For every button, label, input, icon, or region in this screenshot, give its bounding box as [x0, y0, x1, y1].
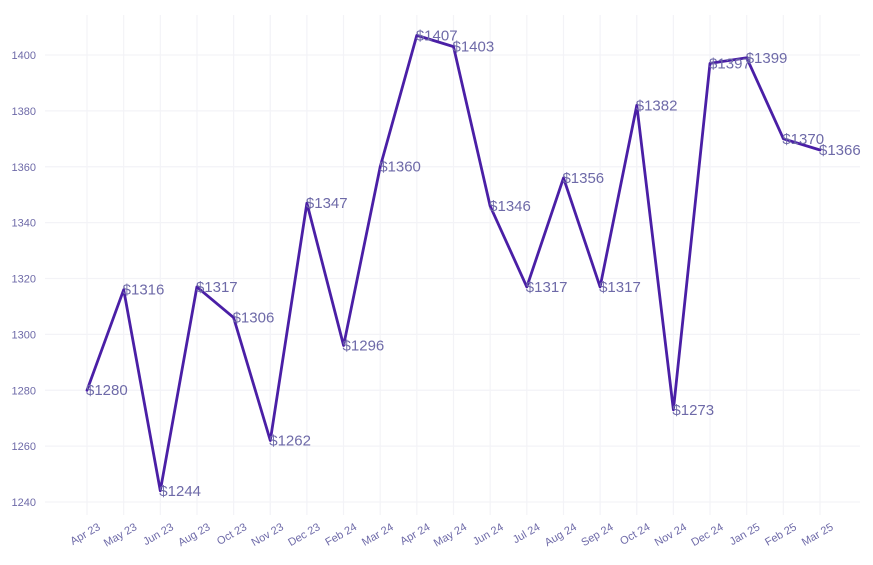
data-label: $1370	[782, 131, 824, 148]
data-label: $1316	[123, 282, 165, 299]
x-tick-label: Aug 23	[176, 521, 212, 549]
x-tick-label: Nov 23	[250, 521, 286, 549]
x-tick-label: Jun 24	[471, 521, 506, 548]
data-label: $1356	[562, 170, 604, 187]
gridlines	[45, 15, 860, 515]
y-tick-label: 1360	[12, 162, 36, 174]
x-tick-label: Jun 23	[141, 521, 176, 548]
data-label: $1317	[599, 279, 641, 296]
data-label: $1403	[453, 39, 495, 56]
x-tick-label: Sep 24	[579, 521, 615, 549]
x-tick-label: Nov 24	[653, 521, 689, 549]
y-tick-label: 1240	[12, 497, 36, 509]
x-tick-label: Feb 25	[763, 521, 799, 549]
x-tick-label: Feb 24	[323, 521, 359, 549]
data-label: $1346	[489, 198, 531, 215]
y-tick-label: 1280	[12, 385, 36, 397]
y-tick-label: 1260	[12, 441, 36, 453]
x-tick-label: Jan 25	[728, 521, 763, 548]
data-label: $1317	[196, 279, 238, 296]
data-label: $1244	[159, 483, 201, 500]
y-tick-label: 1380	[12, 106, 36, 118]
data-label: $1407	[416, 27, 458, 44]
data-label: $1347	[306, 195, 348, 212]
data-label: $1262	[269, 433, 311, 450]
y-axis-ticks: 1240 1260 1280 1300 1320 1340 1360 1380 1400	[12, 50, 36, 509]
data-label: $1306	[233, 310, 275, 327]
data-label: $1366	[819, 142, 861, 159]
x-tick-label: Dec 24	[689, 521, 725, 549]
x-tick-label: Apr 24	[398, 521, 432, 548]
series-line	[85, 34, 822, 493]
y-tick-label: 1400	[12, 50, 36, 62]
data-label: $1273	[672, 402, 714, 419]
x-tick-label: Mar 25	[800, 521, 836, 549]
data-label: $1382	[636, 97, 678, 114]
y-tick-label: 1300	[12, 329, 36, 341]
data-label: $1397	[709, 55, 751, 72]
data-label: $1280	[86, 382, 128, 399]
x-tick-label: Jul 24	[511, 521, 542, 546]
data-label-layer: $1280 $1316 $1244 $1317 $1306 $1262 $1347 $1296…	[86, 27, 861, 499]
x-tick-label: May 24	[432, 521, 469, 549]
series-line-layer	[85, 34, 822, 493]
x-tick-label: Oct 23	[215, 521, 249, 548]
x-tick-label: Oct 24	[618, 521, 652, 548]
x-tick-label: Dec 23	[286, 521, 322, 549]
data-label: $1296	[343, 338, 385, 355]
x-tick-label: Apr 23	[68, 521, 102, 548]
data-label: $1360	[379, 159, 421, 176]
y-tick-label: 1340	[12, 218, 36, 230]
y-tick-label: 1320	[12, 274, 36, 286]
x-tick-label: Mar 24	[360, 521, 396, 549]
x-tick-label: Aug 24	[543, 521, 579, 549]
data-label: $1317	[526, 279, 568, 296]
data-label: $1399	[746, 50, 788, 67]
x-tick-label: May 23	[102, 521, 139, 549]
x-axis-ticks: Apr 23 May 23 Jun 23 Aug 23 Oct 23 Nov 23 Dec …	[68, 521, 835, 549]
